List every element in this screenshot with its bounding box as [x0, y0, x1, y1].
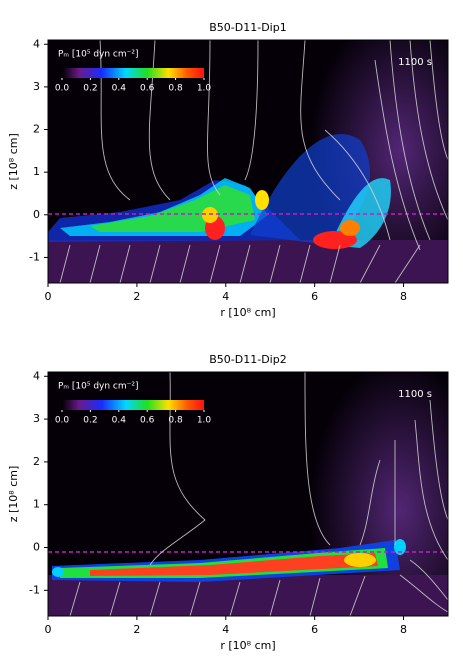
colorbar-ramp [62, 400, 204, 410]
colorbar-tick-label: 0.8 [168, 416, 183, 426]
x-tick-label: 4 [222, 290, 229, 303]
colorbar-tick-label: 1.0 [197, 84, 212, 94]
y-tick-label: 1 [33, 498, 40, 511]
colorbar-tick-label: 0.8 [168, 84, 183, 94]
colorbar-tick-label: 0.6 [140, 84, 155, 94]
x-axis-label: r [10⁸ cm] [220, 306, 275, 319]
y-tick-label: 2 [33, 123, 40, 136]
y-tick-label: 3 [33, 412, 40, 425]
x-tick-label: 6 [311, 623, 318, 636]
simulation-image [48, 40, 448, 283]
y-tick-label: 2 [33, 455, 40, 468]
simulation-image [48, 372, 448, 616]
colorbar: Pₘ [10⁵ dyn cm⁻²] 0.0 0.2 0.4 0.6 0.8 1.0 [55, 382, 212, 426]
y-axis-label: z [10⁸ cm] [7, 466, 20, 523]
colorbar: Pₘ [10⁵ dyn cm⁻²] 0.0 0.2 0.4 0.6 0.8 1.0 [55, 50, 212, 94]
x-tick-label: 2 [133, 623, 140, 636]
y-tick-label: 3 [33, 80, 40, 93]
y-tick-label: 1 [33, 165, 40, 178]
colorbar-tick-label: 0.6 [140, 416, 155, 426]
colorbar-tick-label: 0.2 [83, 416, 97, 426]
colorbar-ramp [62, 68, 204, 78]
colorbar-label: Pₘ [10⁵ dyn cm⁻²] [58, 382, 139, 392]
y-tick-label: 0 [33, 208, 40, 221]
x-tick-label: 6 [311, 290, 318, 303]
x-tick-label: 8 [400, 623, 407, 636]
annotation: 1100 s [398, 57, 432, 68]
x-tick-label: 0 [45, 290, 52, 303]
y-tick-label: -1 [29, 583, 40, 596]
colorbar-tick-label: 0.4 [112, 416, 127, 426]
colorbar-tick-label: 0.2 [83, 84, 97, 94]
y-tick-label: 4 [33, 37, 40, 50]
x-tick-label: 0 [45, 623, 52, 636]
colorbar-label: Pₘ [10⁵ dyn cm⁻²] [58, 50, 139, 60]
x-tick-label: 2 [133, 290, 140, 303]
colorbar-tick-label: 0.0 [55, 84, 70, 94]
panel-title: B50-D11-Dip1 [209, 21, 286, 34]
colorbar-tick-label: 0.4 [112, 84, 127, 94]
y-tick-label: -1 [29, 250, 40, 263]
x-tick-label: 8 [400, 290, 407, 303]
y-axis-label: z [10⁸ cm] [7, 133, 20, 190]
plot-frame [47, 371, 449, 617]
annotation: 1100 s [398, 389, 432, 400]
y-tick-label: 4 [33, 369, 40, 382]
y-tick-label: 0 [33, 541, 40, 554]
x-tick-label: 4 [222, 623, 229, 636]
colorbar-tick-label: 0.0 [55, 416, 70, 426]
panel-title: B50-D11-Dip2 [209, 353, 286, 366]
plot-frame [47, 39, 449, 284]
x-axis-label: r [10⁸ cm] [220, 639, 275, 652]
colorbar-tick-label: 1.0 [197, 416, 212, 426]
